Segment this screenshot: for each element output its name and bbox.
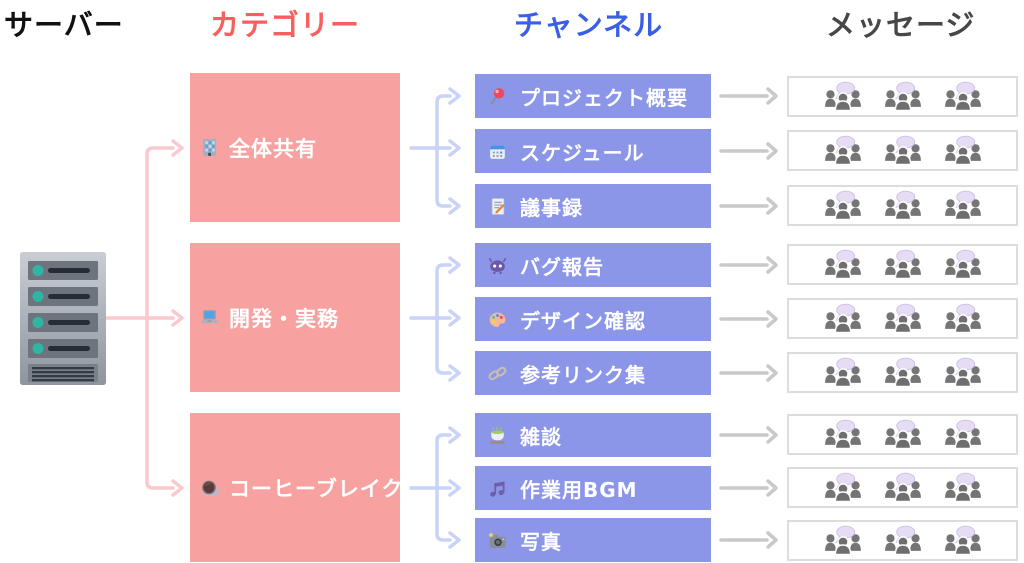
channel-project-overview: プロジェクト概要 xyxy=(475,74,711,118)
alien-monster-icon xyxy=(488,257,507,274)
people-chat-icon xyxy=(823,80,863,114)
people-chat-icon xyxy=(943,356,983,390)
channel-minutes: 議事録 xyxy=(475,184,711,228)
people-chat-icon xyxy=(943,80,983,114)
message-row xyxy=(787,298,1018,339)
people-chat-icon xyxy=(943,471,983,505)
channel-schedule: スケジュール xyxy=(475,129,711,173)
memo-icon xyxy=(491,197,505,215)
calendar-icon xyxy=(490,144,505,159)
channel-work-bgm: 作業用BGM xyxy=(475,466,711,510)
people-chat-icon xyxy=(883,189,923,223)
category-all-share: 全体共有 xyxy=(190,73,400,222)
category-dev-work: 開発・実務 xyxy=(190,243,400,392)
people-chat-icon xyxy=(823,418,863,452)
people-chat-icon xyxy=(823,471,863,505)
channel-label: プロジェクト概要 xyxy=(520,85,688,110)
coffee-cup-icon xyxy=(202,480,219,496)
pushpin-icon xyxy=(490,87,505,105)
office-building-icon xyxy=(203,139,216,156)
people-chat-icon xyxy=(823,524,863,558)
music-notes-icon xyxy=(490,481,505,497)
message-column-header: メッセージ xyxy=(826,8,976,42)
message-row xyxy=(787,76,1018,117)
channel-photos: 写真 xyxy=(475,518,711,562)
server-to-category-connector xyxy=(105,139,184,497)
channel-label: スケジュール xyxy=(520,140,645,165)
people-chat-icon xyxy=(823,189,863,223)
message-row xyxy=(787,185,1018,226)
people-chat-icon xyxy=(883,80,923,114)
people-chat-icon xyxy=(823,248,863,282)
people-chat-icon xyxy=(883,302,923,336)
channel-label: バグ報告 xyxy=(520,254,604,279)
message-row xyxy=(787,414,1018,455)
channel-design-review: デザイン確認 xyxy=(475,297,711,341)
people-chat-icon xyxy=(943,248,983,282)
category-label: コーヒーブレイク xyxy=(229,476,404,501)
server-rack-icon xyxy=(20,252,106,385)
people-chat-icon xyxy=(943,189,983,223)
channel-to-message-arrows xyxy=(719,87,778,549)
message-row xyxy=(787,130,1018,171)
people-chat-icon xyxy=(883,471,923,505)
channel-reference-links: 参考リンク集 xyxy=(475,351,711,395)
people-chat-icon xyxy=(823,302,863,336)
channel-label: 議事録 xyxy=(520,195,583,220)
people-chat-icon xyxy=(883,134,923,168)
laptop-icon xyxy=(201,310,218,324)
channel-bug-report: バグ報告 xyxy=(475,243,711,287)
teacup-icon xyxy=(490,425,505,444)
people-chat-icon xyxy=(883,248,923,282)
category-coffee-break: コーヒーブレイク xyxy=(190,413,404,562)
category-label: 全体共有 xyxy=(229,136,317,161)
artist-palette-icon xyxy=(489,312,506,327)
channel-label: 雑談 xyxy=(520,424,562,449)
channel-label: 写真 xyxy=(520,529,562,554)
camera-icon xyxy=(489,532,506,548)
server-column-header: サーバー xyxy=(4,8,124,42)
channel-label: 参考リンク集 xyxy=(520,362,646,387)
people-chat-icon xyxy=(883,418,923,452)
category-label: 開発・実務 xyxy=(229,306,339,331)
people-chat-icon xyxy=(943,524,983,558)
channel-label: デザイン確認 xyxy=(520,308,646,333)
channel-label: 作業用BGM xyxy=(520,477,638,502)
people-chat-icon xyxy=(943,134,983,168)
category-column-header: カテゴリー xyxy=(210,8,361,42)
message-row xyxy=(787,352,1018,393)
people-chat-icon xyxy=(943,418,983,452)
people-chat-icon xyxy=(883,356,923,390)
link-icon xyxy=(488,366,507,380)
channel-chat: 雑談 xyxy=(475,413,711,457)
message-row xyxy=(787,520,1018,561)
channel-column-header: チャンネル xyxy=(514,8,664,42)
people-chat-icon xyxy=(943,302,983,336)
category-to-channel-connectors xyxy=(409,87,461,549)
message-row xyxy=(787,467,1018,508)
people-chat-icon xyxy=(823,356,863,390)
people-chat-icon xyxy=(823,134,863,168)
people-chat-icon xyxy=(883,524,923,558)
message-row xyxy=(787,244,1018,285)
